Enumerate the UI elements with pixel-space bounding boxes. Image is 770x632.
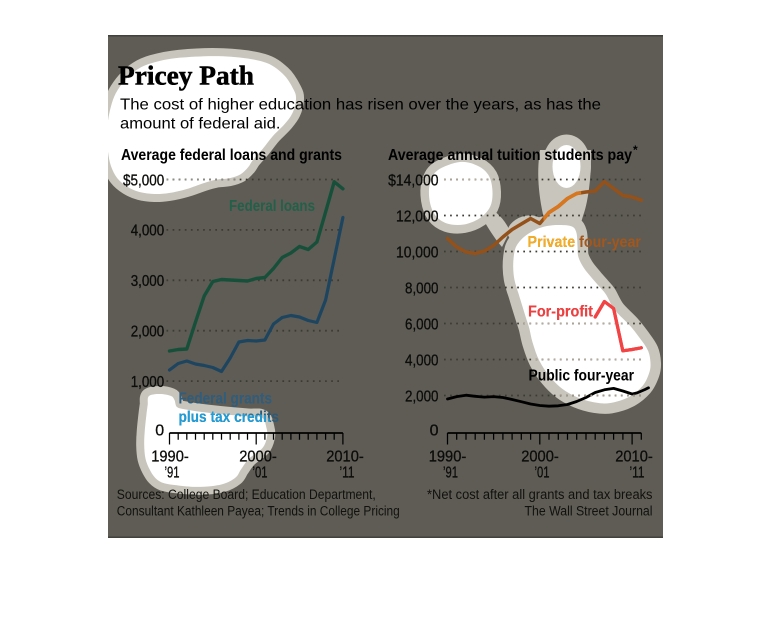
svg-text:Public four-year: Public four-year (529, 368, 635, 385)
svg-text:10,000: 10,000 (396, 244, 439, 261)
svg-text:4,000: 4,000 (405, 352, 439, 369)
svg-text:For-profit: For-profit (528, 304, 594, 321)
svg-text:0: 0 (430, 422, 439, 439)
svg-text:The Wall Street Journal: The Wall Street Journal (525, 504, 653, 519)
svg-text:Average annual tuition student: Average annual tuition students pay (388, 147, 632, 164)
svg-text:2010-: 2010- (615, 449, 653, 466)
svg-text:’01: ’01 (253, 465, 268, 482)
svg-text:plus tax credits: plus tax credits (179, 409, 280, 426)
svg-text:’91: ’91 (165, 465, 180, 482)
svg-text:Average federal loans and gran: Average federal loans and grants (121, 147, 342, 164)
svg-text:’11: ’11 (340, 465, 355, 482)
svg-text:2000-: 2000- (521, 449, 559, 466)
svg-text:For-profit: For-profit (528, 304, 594, 321)
svg-text:2,000: 2,000 (405, 388, 439, 405)
svg-text:6,000: 6,000 (405, 316, 439, 333)
svg-text:3,000: 3,000 (131, 273, 165, 290)
svg-text:’01: ’01 (535, 465, 550, 482)
svg-text:1,000: 1,000 (131, 374, 165, 391)
svg-text:*Net cost after all grants and: *Net cost after all grants and tax break… (427, 487, 653, 502)
svg-text:8,000: 8,000 (405, 280, 439, 297)
svg-text:Federal grants: Federal grants (179, 390, 273, 407)
svg-text:12,000: 12,000 (396, 208, 439, 225)
svg-text:4,000: 4,000 (131, 223, 165, 240)
svg-text:2,000: 2,000 (131, 324, 165, 341)
svg-text:$5,000: $5,000 (123, 172, 165, 189)
svg-text:Sources: College Board; Educat: Sources: College Board; Education Depart… (117, 487, 376, 502)
svg-text:’11: ’11 (630, 465, 645, 482)
svg-text:Consultant Kathleen Payea; Tre: Consultant Kathleen Payea; Trends in Col… (117, 504, 400, 519)
svg-text:*: * (633, 143, 638, 157)
svg-text:1990-: 1990- (151, 449, 189, 466)
svg-text:’91: ’91 (443, 465, 458, 482)
svg-text:Pricey Path: Pricey Path (118, 61, 254, 91)
svg-text:Federal loans: Federal loans (229, 198, 315, 215)
svg-text:amount of federal aid.: amount of federal aid. (120, 116, 281, 133)
svg-text:The cost of higher education h: The cost of higher education has risen o… (120, 97, 601, 114)
svg-text:$14,000: $14,000 (388, 172, 439, 189)
svg-text:1990-: 1990- (429, 449, 467, 466)
svg-text:2010-: 2010- (326, 449, 364, 466)
svg-text:2000-: 2000- (239, 449, 277, 466)
svg-text:0: 0 (155, 422, 164, 439)
svg-text:Private four-year: Private four-year (528, 234, 642, 251)
